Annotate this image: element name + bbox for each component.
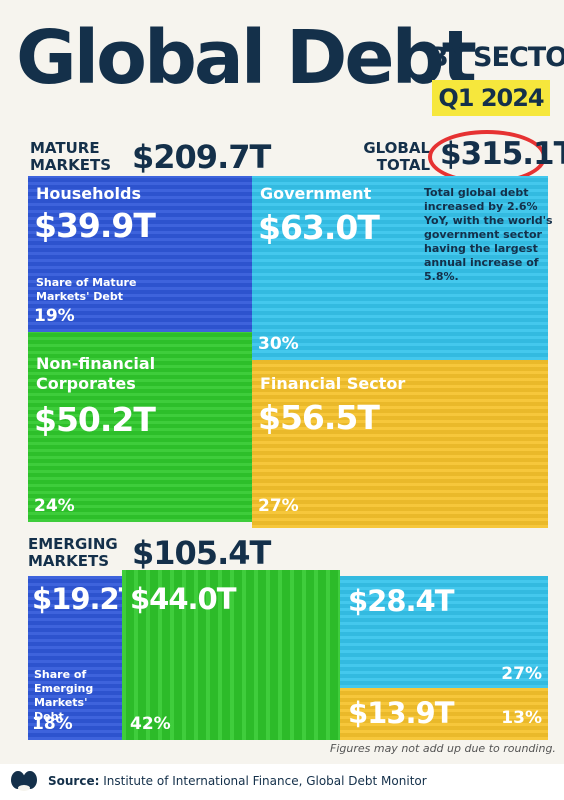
tile-emerging-financial: $13.9T 13%	[340, 688, 548, 740]
callout-text: Total global debt increased by 2.6% YoY,…	[424, 186, 553, 283]
global-total-label: GLOBAL TOTAL	[358, 140, 430, 174]
tile-emerging-households: $19.2T Share of Emerging Markets' Debt 1…	[28, 576, 122, 740]
tile-sector-name: Government	[260, 184, 372, 203]
subtitle: BY SECTOR	[428, 42, 564, 73]
mature-label-line1: MATURE	[30, 139, 100, 157]
tile-mature-financial: Financial Sector $56.5T 27%	[252, 360, 548, 528]
mature-markets-total: $209.7T	[132, 138, 271, 176]
tile-mature-government: Government $63.0T 30%	[252, 176, 548, 360]
tile-share: 27%	[501, 664, 542, 684]
tile-share: 27%	[258, 496, 299, 516]
tile-share: 13%	[501, 708, 542, 728]
emerging-label-line1: EMERGING	[28, 535, 118, 553]
global-total-value: $315.1T	[440, 136, 564, 172]
source-label: Source:	[48, 774, 100, 788]
tile-mature-households: Households $39.9T Share of Mature Market…	[28, 176, 252, 332]
mature-label-line2: MARKETS	[30, 156, 111, 174]
tile-share: 19%	[34, 306, 75, 326]
emerging-label-line2: MARKETS	[28, 552, 109, 570]
tile-emerging-government: $28.4T 27%	[340, 576, 548, 688]
mature-markets-label: MATURE MARKETS	[30, 140, 111, 174]
tile-value: $28.4T	[348, 584, 455, 618]
publisher-logo-icon	[11, 771, 37, 791]
global-label-line2: TOTAL	[376, 156, 430, 174]
tile-sector-name: Households	[36, 184, 141, 203]
emerging-markets-total: $105.4T	[132, 534, 271, 572]
tile-value: $63.0T	[258, 208, 380, 247]
page-title: Global Debt	[16, 15, 477, 101]
emerging-markets-label: EMERGING MARKETS	[28, 536, 118, 570]
tile-share: 30%	[258, 334, 299, 354]
period-badge: Q1 2024	[432, 80, 550, 116]
tile-mature-corporates: Non-financial Corporates $50.2T 24%	[28, 332, 252, 522]
global-label-line1: GLOBAL	[363, 139, 430, 157]
tile-share-note: Share of Emerging Markets' Debt	[34, 668, 94, 723]
source-name: Institute of International Finance, Glob…	[103, 774, 427, 788]
tile-emerging-corporates: $44.0T 42%	[122, 570, 340, 740]
source-bar	[0, 764, 564, 800]
tile-share: 24%	[34, 496, 75, 516]
tile-value: $39.9T	[34, 206, 156, 245]
tile-sector-name: Non-financial Corporates	[36, 354, 156, 393]
tile-value: $56.5T	[258, 398, 380, 437]
rounding-footnote: Figures may not add up due to rounding.	[330, 742, 556, 755]
tile-share: 18%	[32, 714, 73, 734]
tile-value: $13.9T	[348, 696, 455, 730]
tile-value: $50.2T	[34, 400, 156, 439]
tile-value: $19.2T	[32, 582, 122, 616]
source-text: Source: Institute of International Finan…	[48, 774, 427, 788]
tile-share: 42%	[130, 714, 171, 734]
tile-sector-name: Financial Sector	[260, 374, 406, 393]
tile-share-note: Share of Mature Markets' Debt	[36, 276, 137, 303]
tile-value: $44.0T	[130, 582, 237, 616]
